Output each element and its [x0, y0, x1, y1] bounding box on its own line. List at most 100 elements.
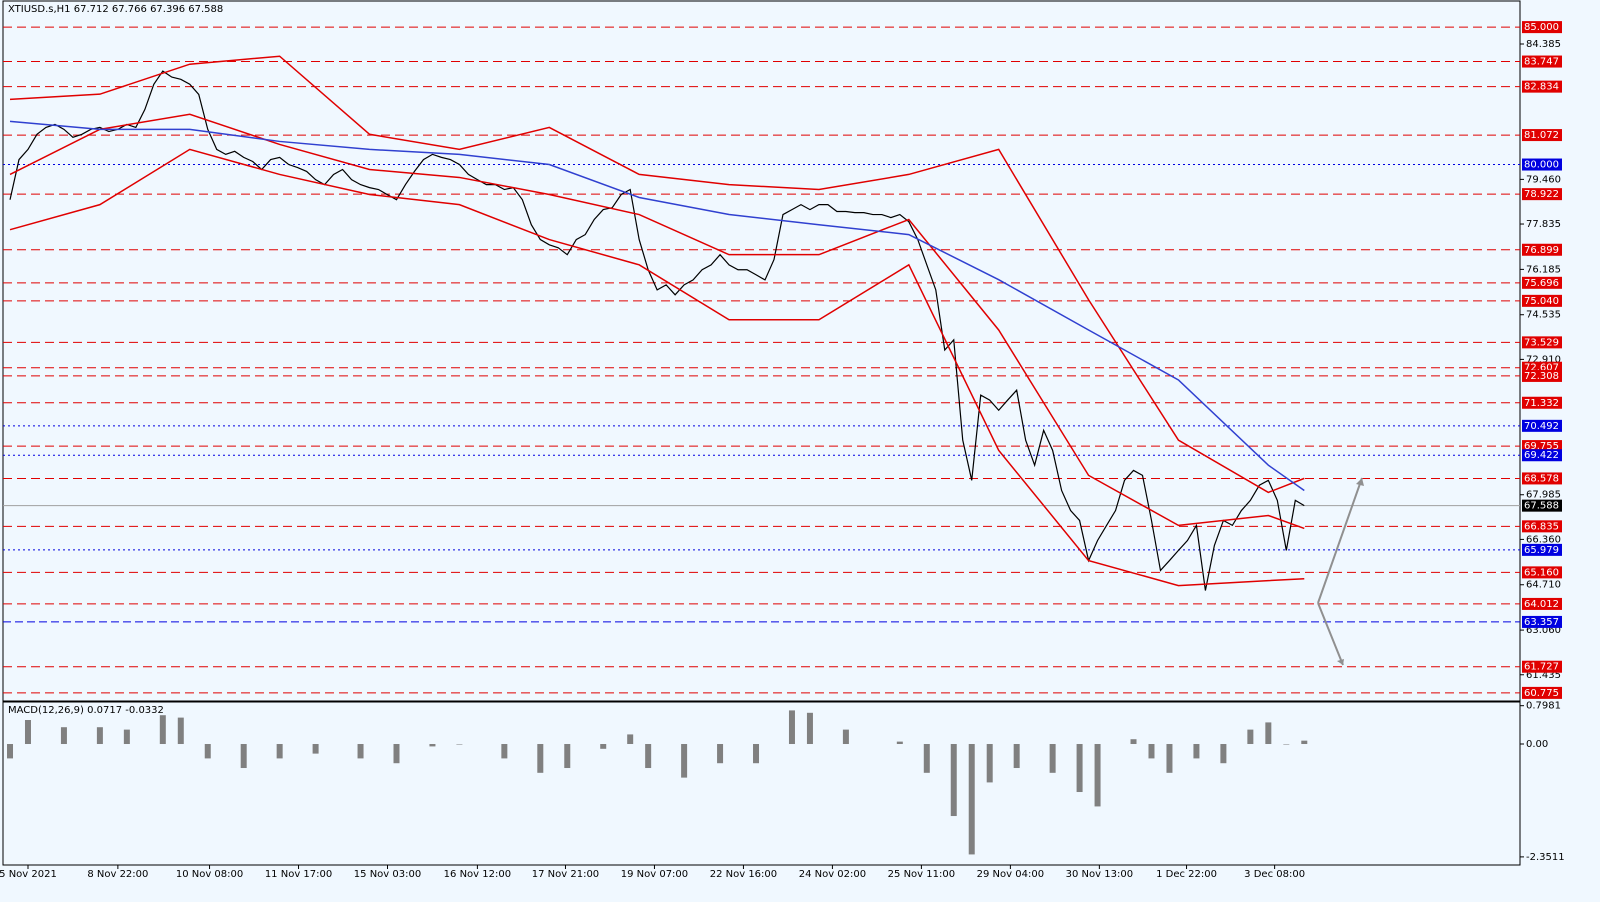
- macd-bar: [1148, 744, 1155, 759]
- level-label: 70.492: [1524, 421, 1559, 432]
- level-label: 60.775: [1524, 688, 1559, 699]
- macd-bar: [240, 744, 247, 769]
- level-label: 78.922: [1524, 189, 1559, 200]
- level-label-box: [1522, 660, 1562, 673]
- y-tick-label: 63.060: [1526, 625, 1561, 636]
- macd-bar: [681, 744, 688, 778]
- level-label: 80.000: [1524, 160, 1559, 171]
- x-tick-label: 25 Nov 11:00: [888, 869, 955, 880]
- level-label-box: [1522, 55, 1562, 68]
- y-tick-label: 84.385: [1526, 39, 1561, 50]
- macd-bar: [357, 744, 364, 759]
- macd-bar: [627, 734, 634, 745]
- y-tick-label: 76.185: [1526, 264, 1561, 275]
- macd-bar: [1220, 744, 1227, 764]
- x-tick-label: 10 Nov 08:00: [176, 869, 243, 880]
- x-tick-label: 11 Nov 17:00: [265, 869, 332, 880]
- x-tick-label: 29 Nov 04:00: [977, 869, 1044, 880]
- level-label-box: [1522, 80, 1562, 93]
- level-label: 68.578: [1524, 473, 1559, 484]
- macd-bar: [1247, 729, 1254, 745]
- last-price-label: 67.588: [1524, 501, 1559, 512]
- indicator-line: [9, 55, 1305, 494]
- y-tick-label: 79.460: [1526, 174, 1561, 185]
- level-label: 85.000: [1524, 22, 1559, 33]
- level-label: 76.899: [1524, 245, 1559, 256]
- level-label: 65.160: [1524, 567, 1559, 578]
- x-tick-label: 24 Nov 02:00: [799, 869, 866, 880]
- macd-bar: [501, 744, 508, 759]
- macd-bar: [312, 744, 319, 754]
- level-label: 73.529: [1524, 337, 1559, 348]
- level-label: 64.012: [1524, 599, 1559, 610]
- level-label-box: [1522, 158, 1562, 171]
- level-label: 71.332: [1524, 398, 1559, 409]
- level-label-box: [1522, 21, 1562, 34]
- macd-bar: [1130, 739, 1137, 745]
- level-label-box: [1522, 243, 1562, 256]
- x-tick-label: 17 Nov 21:00: [532, 869, 599, 880]
- macd-bar: [393, 744, 400, 764]
- level-label-box: [1522, 543, 1562, 556]
- macd-bar: [600, 744, 607, 749]
- y-tick-label: 77.835: [1526, 219, 1561, 230]
- macd-bar: [96, 727, 103, 745]
- level-label: 72.607: [1524, 363, 1559, 374]
- level-label: 69.755: [1524, 441, 1559, 452]
- macd-bar: [923, 744, 930, 773]
- macd-bar: [24, 720, 31, 745]
- macd-pane: [2, 701, 1521, 866]
- level-label: 69.422: [1524, 450, 1559, 461]
- y-tick-label: 72.910: [1526, 354, 1561, 365]
- x-tick-label: 1 Dec 22:00: [1156, 869, 1217, 880]
- x-tick-label: 3 Dec 08:00: [1244, 869, 1305, 880]
- indicator-line: [9, 148, 1305, 587]
- level-label-box: [1522, 129, 1562, 142]
- chart-title: XTIUSD.s,H1 67.712 67.766 67.396 67.588: [8, 4, 223, 15]
- plot: 5 Nov 2021 8 Nov 22:00 10 Nov 08:00 11 Nov …: [0, 21, 1565, 880]
- projection-arrows: [1317, 477, 1363, 666]
- x-tick-label: 19 Nov 07:00: [621, 869, 688, 880]
- level-label-box: [1522, 440, 1562, 453]
- level-label: 63.357: [1524, 617, 1559, 628]
- y-tick-label: 61.435: [1526, 670, 1561, 681]
- macd-bar: [717, 744, 724, 764]
- x-tick-label: 30 Nov 13:00: [1066, 869, 1133, 880]
- level-label-box: [1522, 472, 1562, 485]
- level-label: 82.834: [1524, 82, 1559, 93]
- level-label-box: [1522, 597, 1562, 610]
- x-tick-label: 5 Nov 2021: [0, 869, 57, 880]
- level-label: 61.727: [1524, 662, 1559, 673]
- x-tick-label: 16 Nov 12:00: [444, 869, 511, 880]
- x-tick-label: 15 Nov 03:00: [354, 869, 421, 880]
- macd-bar: [1301, 740, 1308, 745]
- macd-label: MACD(12,26,9) 0.0717 -0.0332: [8, 705, 164, 716]
- indicator-line: [9, 120, 1305, 492]
- last-price-box: [1522, 499, 1562, 512]
- level-label-box: [1522, 336, 1562, 349]
- y-tick-label: 67.985: [1526, 490, 1561, 501]
- price-pane: [2, 0, 1521, 702]
- indicator-line: [9, 113, 1305, 530]
- macd-bar: [806, 712, 813, 745]
- macd-bar: [1049, 744, 1056, 773]
- y-tick-label: 64.710: [1526, 580, 1561, 591]
- level-label-box: [1522, 419, 1562, 432]
- level-label-box: [1522, 686, 1562, 699]
- macd-bar: [1265, 722, 1272, 745]
- level-label: 83.747: [1524, 57, 1559, 68]
- macd-bar: [276, 744, 283, 759]
- level-label-box: [1522, 369, 1562, 382]
- x-tick-label: 8 Nov 22:00: [87, 869, 148, 880]
- macd-bar: [1076, 744, 1083, 793]
- macd-y-tick-label: 0.00: [1526, 739, 1548, 750]
- macd-bar: [60, 727, 67, 745]
- macd-bar: [645, 744, 652, 769]
- level-label-box: [1522, 449, 1562, 462]
- macd-bar: [1166, 744, 1173, 773]
- level-label-box: [1522, 396, 1562, 409]
- macd-bar: [123, 729, 130, 745]
- macd-bar: [753, 744, 760, 764]
